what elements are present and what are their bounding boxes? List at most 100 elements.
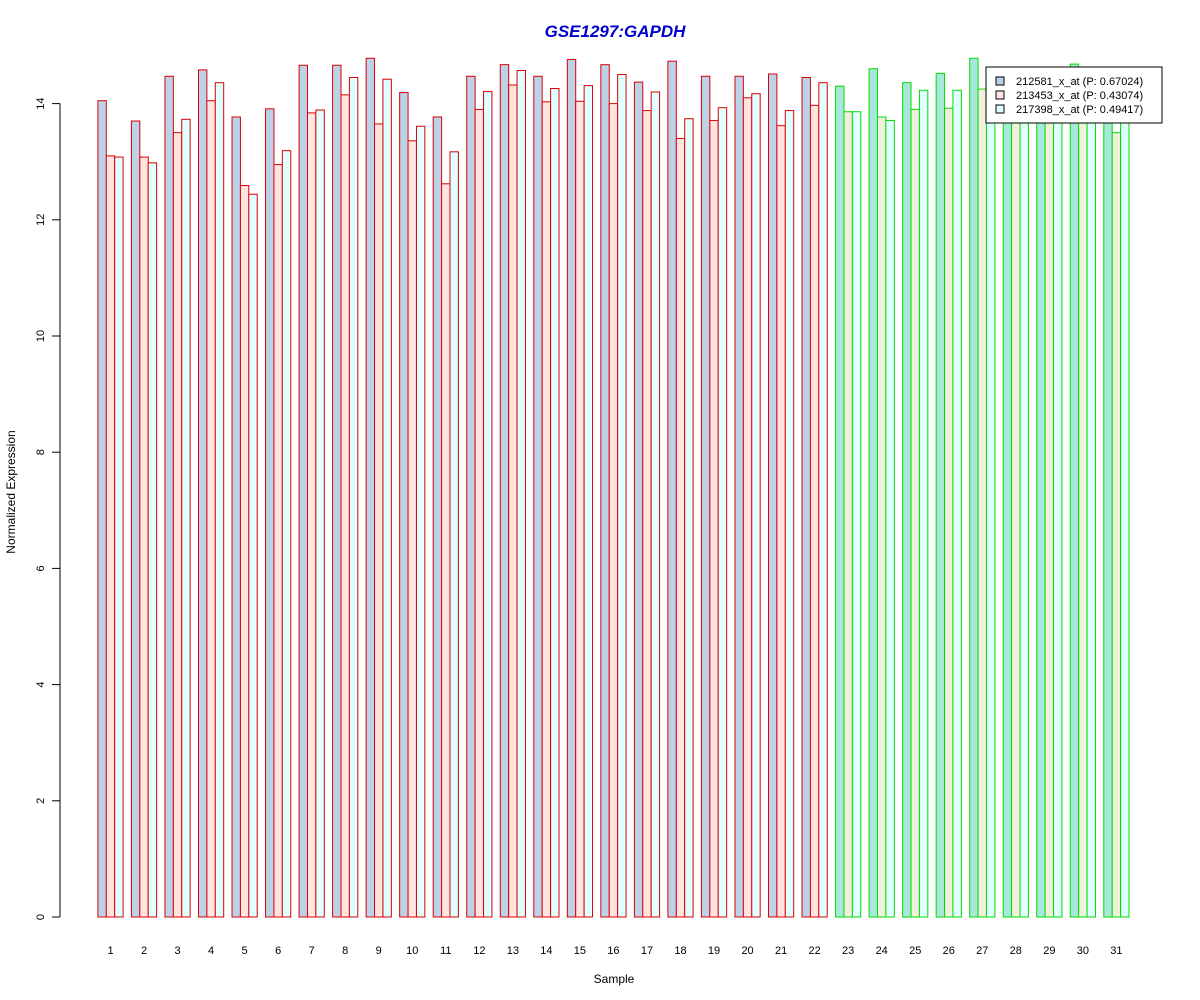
x-tick-label: 15 — [574, 945, 586, 957]
bar-1 — [935, 72, 946, 918]
legend-swatch — [995, 104, 1005, 114]
bar-1 — [399, 92, 409, 918]
bar-2 — [575, 100, 585, 918]
x-tick-label: 7 — [309, 945, 315, 957]
x-axis-label: Sample — [594, 972, 635, 986]
bar-2 — [340, 94, 350, 918]
bar-1 — [734, 75, 744, 918]
bar-1 — [265, 108, 275, 918]
bar-3 — [281, 150, 292, 918]
bar-2 — [541, 101, 552, 918]
bar-2 — [239, 185, 250, 918]
x-tick-label: 20 — [741, 945, 753, 957]
bar-2 — [139, 156, 149, 918]
y-tick-label: 8 — [35, 449, 47, 455]
bar-1 — [332, 64, 342, 918]
bar-1 — [365, 57, 376, 918]
x-tick-label: 9 — [376, 945, 382, 957]
bar-3 — [818, 82, 828, 918]
x-tick-label: 16 — [607, 945, 619, 957]
y-axis: 0 2 4 6 8 10 12 14 — [35, 97, 61, 920]
legend-label: 213453_x_at (P: 0.43074) — [1016, 90, 1143, 102]
bar-3 — [315, 109, 325, 918]
x-tick-label: 14 — [540, 945, 552, 957]
bar-3 — [483, 90, 493, 918]
x-tick-label: 21 — [775, 945, 787, 957]
bar-1 — [1069, 63, 1080, 918]
bar-1 — [1002, 85, 1013, 918]
bar-2 — [910, 108, 920, 918]
bar-1 — [97, 100, 107, 918]
bar-3 — [784, 110, 795, 918]
bar-1 — [432, 116, 443, 918]
x-axis: 1 2 3 4 5 6 7 8 9 10 11 12 13 14 15 16 17 18 19 20 21 22 23 24 2… — [107, 945, 1122, 957]
bar-2 — [105, 155, 116, 918]
x-tick-label: 22 — [809, 945, 821, 957]
x-tick-label: 13 — [507, 945, 519, 957]
bar-2 — [843, 111, 853, 918]
y-tick-label: 0 — [35, 914, 47, 920]
bar-1 — [130, 120, 141, 918]
bar-2 — [709, 119, 719, 918]
x-tick-label: 10 — [406, 945, 418, 957]
bar-series-group — [97, 57, 1130, 918]
bar-3 — [617, 74, 627, 918]
y-axis-label: Normalized Expression — [4, 430, 18, 553]
bar-1 — [499, 64, 510, 918]
bar-3 — [583, 85, 594, 918]
bar-2 — [675, 137, 686, 918]
x-tick-label: 8 — [342, 945, 348, 957]
legend-label: 212581_x_at (P: 0.67024) — [1016, 76, 1143, 88]
bar-3 — [114, 156, 124, 918]
x-tick-label: 18 — [674, 945, 686, 957]
bar-1 — [566, 58, 577, 918]
chart-title: GSE1297:GAPDH — [545, 22, 686, 41]
bar-2 — [508, 84, 518, 918]
bar-1 — [298, 64, 308, 918]
x-tick-label: 3 — [174, 945, 180, 957]
x-tick-label: 26 — [943, 945, 955, 957]
bar-3 — [382, 78, 392, 918]
x-tick-label: 11 — [440, 945, 451, 957]
bar-2 — [876, 116, 887, 918]
y-tick-label: 14 — [35, 97, 47, 109]
bar-2 — [608, 103, 619, 918]
bar-3 — [952, 89, 962, 918]
bar-3 — [1053, 88, 1063, 918]
bar-1 — [231, 116, 241, 918]
y-tick-label: 10 — [35, 330, 47, 342]
bar-3 — [918, 89, 929, 918]
bar-1 — [868, 68, 878, 918]
bar-1 — [197, 69, 208, 918]
x-tick-label: 30 — [1077, 945, 1089, 957]
bar-1 — [835, 85, 845, 918]
bar-1 — [533, 75, 543, 918]
bar-1 — [667, 60, 677, 918]
bar-2 — [642, 110, 652, 918]
bar-1 — [1036, 74, 1046, 918]
bar-1 — [700, 75, 711, 918]
bar-3 — [985, 82, 996, 918]
y-tick-label: 2 — [35, 798, 47, 804]
bar-2 — [776, 125, 786, 918]
bar-2 — [1111, 132, 1122, 918]
bar-1 — [633, 81, 644, 918]
x-tick-label: 27 — [976, 945, 988, 957]
legend-swatch — [995, 76, 1005, 86]
bar-2 — [172, 132, 183, 918]
bar-3 — [717, 107, 728, 918]
x-tick-label: 24 — [876, 945, 888, 957]
bar-2 — [273, 164, 283, 918]
bar-1 — [768, 73, 778, 918]
bar-2 — [1044, 97, 1055, 918]
bar-2 — [441, 183, 451, 918]
bar-1 — [1103, 68, 1113, 918]
x-tick-label: 23 — [842, 945, 854, 957]
x-tick-label: 31 — [1110, 945, 1122, 957]
y-tick-label: 6 — [35, 565, 47, 571]
x-tick-label: 29 — [1043, 945, 1055, 957]
bar-1 — [600, 64, 610, 918]
legend-label: 217398_x_at (P: 0.49417) — [1016, 104, 1143, 116]
bar-2 — [742, 97, 753, 918]
